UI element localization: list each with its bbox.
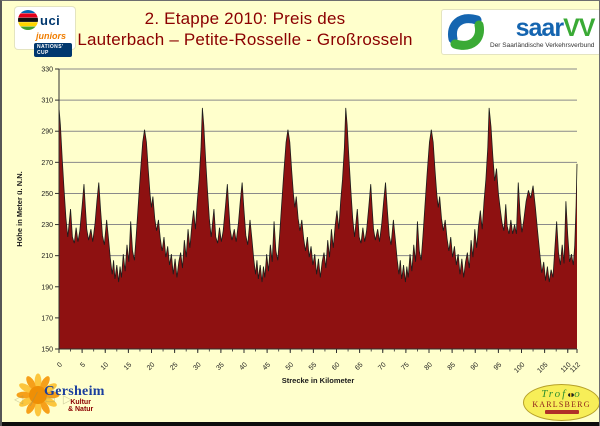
svg-text:40: 40 bbox=[238, 361, 249, 372]
svg-text:50: 50 bbox=[285, 361, 296, 372]
svg-text:230: 230 bbox=[41, 222, 53, 229]
svg-text:55: 55 bbox=[308, 361, 319, 372]
svg-text:210: 210 bbox=[41, 253, 53, 260]
saarvv-logo: saarVV Der Saarländische Verkehrsverbund bbox=[442, 10, 599, 54]
svg-text:25: 25 bbox=[169, 361, 180, 372]
svg-text:105: 105 bbox=[536, 361, 549, 374]
svg-text:35: 35 bbox=[215, 361, 226, 372]
svg-text:60: 60 bbox=[331, 361, 342, 372]
svg-text:290: 290 bbox=[41, 129, 53, 136]
svg-text:80: 80 bbox=[423, 361, 434, 372]
saarvv-s-icon bbox=[447, 14, 485, 50]
gersheim-name: Gersheim bbox=[44, 384, 105, 399]
uci-wordmark: uci bbox=[40, 12, 61, 28]
svg-text:Strecke in Kilometer: Strecke in Kilometer bbox=[282, 376, 355, 385]
svg-text:85: 85 bbox=[447, 361, 458, 372]
bee-icon bbox=[568, 393, 575, 397]
svg-text:30: 30 bbox=[192, 361, 203, 372]
pen-tool-button[interactable]: ╱ bbox=[30, 392, 38, 406]
gersheim-subtitle: Kultur & Natur bbox=[68, 399, 94, 413]
svg-text:20: 20 bbox=[146, 361, 157, 372]
svg-text:190: 190 bbox=[41, 284, 53, 291]
svg-text:150: 150 bbox=[41, 347, 53, 354]
svg-text:70: 70 bbox=[377, 361, 388, 372]
svg-text:330: 330 bbox=[41, 67, 53, 74]
svg-text:250: 250 bbox=[41, 191, 53, 198]
svg-text:65: 65 bbox=[354, 361, 365, 372]
svg-text:10: 10 bbox=[100, 361, 111, 372]
uci-juniors-label: juniors bbox=[36, 31, 67, 41]
svg-text:0: 0 bbox=[56, 361, 64, 369]
trofeo-karlsberg-logo: Trof o KARLSBERG bbox=[523, 384, 599, 421]
svg-text:Höhe in Meter ü. N.N.: Höhe in Meter ü. N.N. bbox=[15, 171, 24, 246]
slideshow-controls: ◁ ╱ ▭ ▷ bbox=[14, 393, 72, 405]
gersheim-logo: Gersheim Kultur & Natur bbox=[10, 371, 122, 419]
svg-text:270: 270 bbox=[41, 160, 53, 167]
svg-text:170: 170 bbox=[41, 315, 53, 322]
slide-menu-button[interactable]: ▭ bbox=[44, 392, 56, 406]
saarvv-wordmark-vv: VV bbox=[563, 13, 595, 42]
svg-text:45: 45 bbox=[262, 361, 273, 372]
slide-title-line2: Lauterbach – Petite-Rosselle - Großrosse… bbox=[77, 30, 413, 49]
svg-text:5: 5 bbox=[79, 361, 87, 369]
next-slide-button[interactable]: ▷ bbox=[62, 392, 73, 406]
slide-title: 2. Etappe 2010: Preis des Lauterbach – P… bbox=[54, 8, 436, 50]
trofeo-red-band bbox=[544, 410, 579, 414]
gersheim-sun-icon bbox=[16, 373, 60, 417]
uci-stripes-icon bbox=[18, 10, 38, 30]
uci-juniors-logo: uci juniors NATIONS' CUP bbox=[15, 7, 75, 57]
saarvv-wordmark-saar: saar bbox=[515, 13, 564, 42]
svg-text:15: 15 bbox=[123, 361, 134, 372]
prev-slide-button[interactable]: ◁ bbox=[14, 392, 24, 406]
uci-nations-cup-label: NATIONS' CUP bbox=[34, 43, 72, 57]
svg-text:100: 100 bbox=[513, 361, 526, 374]
trofeo-script: Trof o bbox=[541, 388, 582, 400]
slide-title-line1: 2. Etappe 2010: Preis des bbox=[144, 9, 346, 28]
bottom-border-bar bbox=[2, 422, 599, 426]
svg-text:90: 90 bbox=[470, 361, 481, 372]
svg-text:112: 112 bbox=[569, 361, 582, 374]
karlsberg-label: KARLSBERG bbox=[532, 400, 591, 409]
svg-text:95: 95 bbox=[493, 361, 504, 372]
svg-text:310: 310 bbox=[41, 98, 53, 105]
saarvv-tagline: Der Saarländische Verkehrsverbund bbox=[490, 41, 595, 49]
svg-text:75: 75 bbox=[400, 361, 411, 372]
